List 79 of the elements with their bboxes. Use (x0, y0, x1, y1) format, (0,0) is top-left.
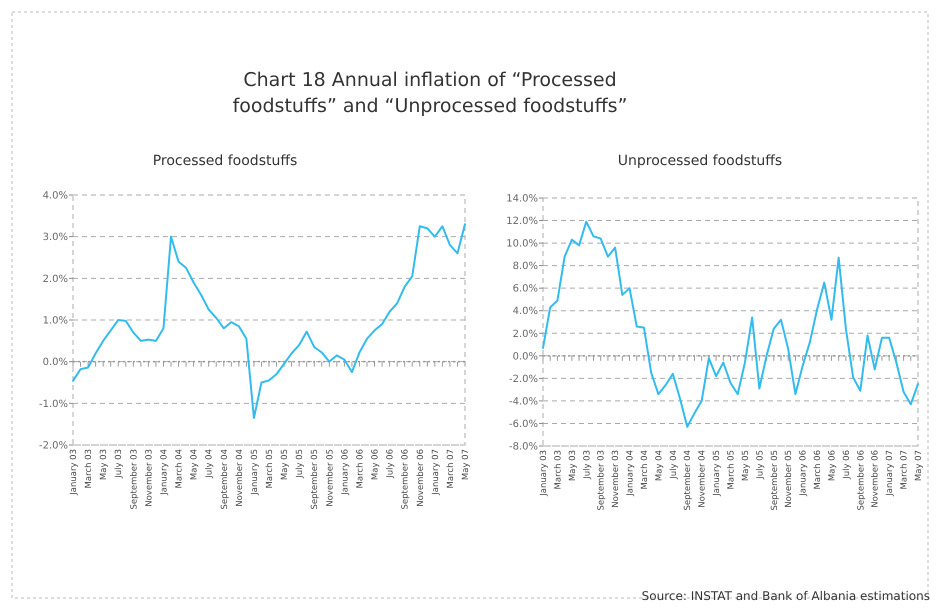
x-tick-label: March 07 (900, 450, 910, 490)
y-tick-label: 10.0% (506, 238, 538, 250)
x-tick-label: July 06 (842, 450, 852, 480)
y-tick-label: 8.0% (512, 261, 538, 272)
x-tick-label: January 04 (626, 450, 636, 497)
x-tick-label: May 05 (740, 450, 751, 482)
y-tick-label: 4.0% (512, 306, 538, 318)
x-tick-label: September 05 (770, 450, 780, 511)
x-tick-label: May 05 (280, 449, 290, 480)
y-tick-label: -4.0% (508, 396, 538, 408)
x-tick-label: July 04 (668, 450, 679, 480)
y-tick-label: -8.0% (508, 442, 538, 452)
y-tick-label: 1.0% (42, 316, 68, 326)
x-tick-label: March 06 (355, 449, 366, 488)
line-series (542, 220, 919, 428)
chart-title: Chart 18 Annual inflation of “Processed foodstuffs” and “Unprocessed foodstuffs” (232, 69, 628, 117)
y-tick-label: -2.0% (38, 440, 68, 452)
x-tick-label: November 06 (870, 450, 881, 508)
x-tick-label: January 06 (798, 450, 809, 497)
y-tick-label: -2.0% (508, 374, 538, 385)
chart-subtitle: Processed foodstuffs (152, 153, 298, 169)
x-tick-label: November 03 (611, 450, 622, 508)
x-tick-label: September 04 (683, 450, 694, 511)
x-tick-label: May 07 (460, 449, 471, 480)
y-tick-label: 0.0% (42, 357, 68, 368)
x-tick-label: May 03 (99, 449, 110, 480)
x-tick-label: July 03 (114, 449, 124, 479)
y-tick-label: 4.0% (42, 190, 68, 202)
y-tick-label: -1.0% (38, 398, 68, 410)
x-tick-label: November 04 (234, 449, 245, 507)
x-tick-label: November 04 (698, 450, 708, 508)
source-note: Source: INSTAT and Bank of Albania estimations (642, 589, 930, 603)
x-tick-label: March 05 (726, 450, 736, 490)
x-tick-label: July 06 (386, 449, 396, 479)
x-tick-label: July 04 (204, 449, 215, 479)
y-tick-label: 12.0% (506, 216, 538, 228)
x-tick-label: March 03 (84, 449, 94, 488)
x-tick-label: March 04 (174, 449, 185, 488)
x-tick-label: July 05 (755, 450, 766, 480)
x-tick-label: November 05 (325, 449, 336, 507)
x-tick-label: January 03 (68, 449, 79, 496)
y-tick-label: 2.0% (512, 328, 538, 340)
x-tick-label: September 06 (856, 450, 866, 511)
x-tick-label: May 06 (827, 450, 838, 482)
x-tick-label: March 03 (553, 450, 564, 490)
line-series (72, 223, 466, 419)
y-tick-label: 2.0% (42, 274, 68, 285)
x-tick-label: January 06 (340, 449, 350, 496)
x-tick-label: March 04 (640, 450, 650, 490)
y-tick-label: 14.0% (506, 194, 538, 204)
x-tick-label: May 04 (190, 449, 200, 480)
x-tick-label: September 03 (596, 450, 607, 511)
y-tick-label: 6.0% (512, 284, 538, 295)
x-tick-label: September 03 (129, 449, 140, 510)
y-tick-label: 3.0% (42, 232, 68, 244)
x-tick-label: November 06 (416, 449, 426, 507)
x-tick-label: May 04 (654, 450, 664, 482)
x-tick-label: January 04 (159, 449, 170, 496)
x-tick-label: July 05 (295, 449, 306, 479)
x-tick-label: September 05 (310, 449, 320, 510)
x-tick-label: January 03 (538, 450, 549, 497)
x-tick-label: May 07 (914, 450, 924, 482)
x-tick-label: January 05 (712, 450, 722, 497)
x-tick-label: January 05 (250, 449, 260, 496)
x-tick-label: July 03 (582, 450, 592, 480)
x-tick-label: March 07 (446, 449, 456, 488)
x-tick-label: November 05 (784, 450, 794, 508)
x-tick-label: November 03 (144, 449, 154, 507)
x-tick-label: May 03 (568, 450, 578, 482)
x-tick-label: September 04 (220, 449, 230, 510)
y-tick-label: 0.0% (512, 351, 538, 362)
x-tick-label: March 05 (264, 449, 275, 488)
x-tick-label: January 07 (430, 449, 441, 496)
x-tick-label: January 07 (885, 450, 896, 497)
x-tick-label: September 06 (400, 449, 411, 510)
x-tick-label: May 06 (370, 449, 381, 480)
y-tick-label: -6.0% (508, 418, 538, 430)
chart-title: Unprocessed foodstuffs (618, 153, 782, 169)
x-tick-label: March 06 (813, 450, 824, 490)
